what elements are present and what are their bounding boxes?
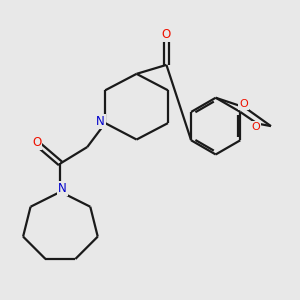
Text: O: O bbox=[162, 28, 171, 41]
Text: O: O bbox=[32, 136, 41, 149]
Text: O: O bbox=[251, 122, 260, 132]
Text: N: N bbox=[58, 182, 67, 195]
Text: O: O bbox=[239, 99, 248, 109]
Text: N: N bbox=[96, 115, 105, 128]
